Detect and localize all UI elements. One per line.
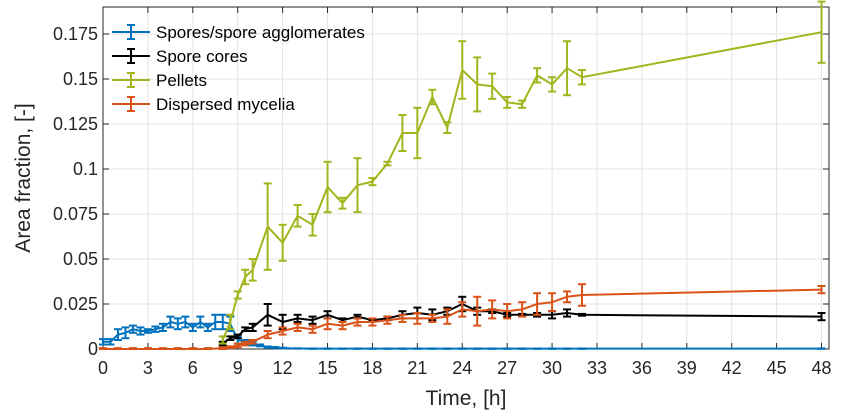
error-bar <box>271 347 279 348</box>
error-bar <box>174 348 182 349</box>
y-axis-title: Area fraction, [-] <box>12 103 35 252</box>
legend-item: Spore cores <box>112 47 248 66</box>
error-bar <box>264 346 272 347</box>
legend-item: Dispersed mycelia <box>112 95 295 114</box>
x-tick-label: 48 <box>811 358 831 378</box>
error-bar <box>279 225 287 261</box>
y-tick-label: 0.075 <box>53 204 98 224</box>
x-tick-label: 45 <box>767 358 787 378</box>
x-tick-label: 39 <box>677 358 697 378</box>
y-tick-label: 0.1 <box>73 159 98 179</box>
error-bar <box>129 348 137 349</box>
error-bar <box>226 346 234 348</box>
x-tick-label: 15 <box>318 358 338 378</box>
x-axis-title: Time, [h] <box>426 387 507 410</box>
y-tick-label: 0.025 <box>53 294 98 314</box>
legend-label: Spores/spore agglomerates <box>156 23 365 42</box>
x-tick-label: 33 <box>587 358 607 378</box>
error-bar <box>458 41 466 99</box>
error-bar <box>279 348 287 349</box>
error-bar <box>264 304 272 326</box>
y-tick-label: 0.175 <box>53 24 98 44</box>
x-tick-label: 36 <box>632 358 652 378</box>
legend-item: Spores/spore agglomerates <box>112 23 365 42</box>
error-bar <box>159 348 167 349</box>
error-bar <box>144 348 152 349</box>
x-tick-label: 12 <box>273 358 293 378</box>
legend: Spores/spore agglomerates Spore cores Pell… <box>112 23 365 114</box>
error-bar <box>563 41 571 95</box>
error-bar <box>383 162 391 166</box>
y-tick-label: 0.15 <box>63 69 98 89</box>
error-bar <box>204 348 212 349</box>
error-bar <box>264 183 272 269</box>
x-tick-label: 6 <box>188 358 198 378</box>
y-tick-label: 0 <box>88 339 98 359</box>
x-tick-label: 0 <box>98 358 108 378</box>
error-bar <box>234 291 242 298</box>
error-bar <box>578 314 586 316</box>
legend-item: Pellets <box>112 71 207 90</box>
legend-label: Pellets <box>156 71 207 90</box>
error-bar <box>114 348 122 349</box>
legend-label: Spore cores <box>156 47 248 66</box>
x-tick-label: 3 <box>143 358 153 378</box>
x-tick-label: 24 <box>452 358 472 378</box>
x-tick-label: 9 <box>233 358 243 378</box>
y-tick-label: 0.125 <box>53 114 98 134</box>
x-tick-label: 18 <box>362 358 382 378</box>
legend-label: Dispersed mycelia <box>156 95 295 114</box>
error-bar <box>99 348 107 349</box>
x-tick-label: 21 <box>407 358 427 378</box>
y-tick-label: 0.05 <box>63 249 98 269</box>
x-tick-label: 30 <box>542 358 562 378</box>
x-tick-label: 42 <box>722 358 742 378</box>
error-bar <box>189 348 197 349</box>
x-tick-label: 27 <box>497 358 517 378</box>
error-bar <box>256 345 264 347</box>
error-bar <box>219 347 227 349</box>
error-bar <box>294 205 302 227</box>
error-bar <box>196 317 204 328</box>
